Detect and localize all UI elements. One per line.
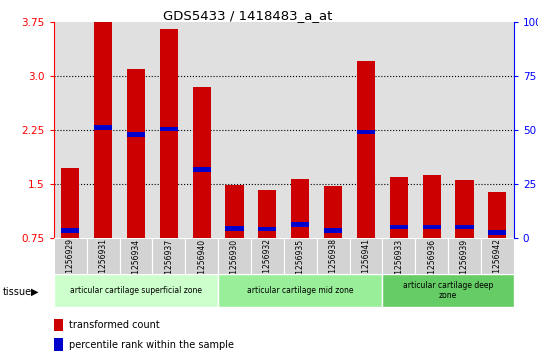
Text: GSM1256936: GSM1256936: [427, 238, 436, 290]
Bar: [390, 176, 408, 238]
Text: GSM1256934: GSM1256934: [131, 238, 140, 290]
Text: GSM1256937: GSM1256937: [164, 238, 173, 290]
Bar: [218, 238, 251, 274]
Bar: [193, 167, 211, 172]
Bar: [127, 69, 145, 238]
Bar: [317, 238, 350, 274]
Bar: [357, 61, 375, 238]
Bar: [350, 238, 383, 274]
Text: GSM1256942: GSM1256942: [493, 238, 502, 289]
Bar: [218, 274, 383, 307]
Bar: [185, 238, 218, 274]
Bar: [448, 238, 481, 274]
Bar: [54, 274, 218, 307]
Text: articular cartilage deep
zone: articular cartilage deep zone: [403, 281, 493, 300]
Text: GSM1256935: GSM1256935: [296, 238, 305, 290]
Text: GDS5433 / 1418483_a_at: GDS5433 / 1418483_a_at: [163, 9, 332, 22]
Bar: [291, 179, 309, 238]
Bar: [160, 127, 178, 131]
Text: GSM1256941: GSM1256941: [362, 238, 371, 289]
Bar: [456, 225, 473, 229]
Bar: [415, 238, 448, 274]
Text: GSM1256931: GSM1256931: [98, 238, 108, 289]
Bar: [423, 175, 441, 238]
Bar: [87, 238, 119, 274]
Bar: [489, 231, 506, 235]
Bar: [258, 227, 277, 232]
Text: GSM1256930: GSM1256930: [230, 238, 239, 290]
Text: articular cartilage superficial zone: articular cartilage superficial zone: [70, 286, 202, 295]
Bar: [54, 238, 87, 274]
Bar: [383, 238, 415, 274]
Text: GSM1256932: GSM1256932: [263, 238, 272, 289]
Bar: [357, 130, 375, 134]
Bar: [489, 192, 506, 238]
Text: GSM1256939: GSM1256939: [460, 238, 469, 290]
Bar: [390, 225, 408, 229]
Bar: [258, 189, 277, 238]
Bar: [160, 29, 178, 238]
Bar: [61, 228, 79, 233]
Text: ▶: ▶: [31, 287, 39, 297]
Text: GSM1256929: GSM1256929: [66, 238, 75, 289]
Bar: [152, 238, 185, 274]
Bar: [423, 225, 441, 229]
Text: GSM1256940: GSM1256940: [197, 238, 206, 290]
Bar: [225, 185, 244, 238]
Bar: [324, 186, 342, 238]
Bar: [94, 125, 112, 130]
Bar: [61, 168, 79, 238]
Bar: [251, 238, 284, 274]
Bar: [94, 22, 112, 238]
Bar: [127, 132, 145, 137]
Bar: [324, 228, 342, 233]
Bar: [284, 238, 317, 274]
Text: transformed count: transformed count: [69, 320, 160, 330]
Text: percentile rank within the sample: percentile rank within the sample: [69, 340, 234, 350]
Bar: [383, 274, 514, 307]
Text: GSM1256938: GSM1256938: [329, 238, 337, 289]
Bar: [225, 226, 244, 231]
Bar: [119, 238, 152, 274]
Text: articular cartilage mid zone: articular cartilage mid zone: [247, 286, 353, 295]
Bar: [193, 87, 211, 238]
Bar: [291, 223, 309, 227]
Text: GSM1256933: GSM1256933: [394, 238, 404, 290]
Bar: [456, 180, 473, 238]
Text: tissue: tissue: [3, 287, 32, 297]
Bar: [481, 238, 514, 274]
